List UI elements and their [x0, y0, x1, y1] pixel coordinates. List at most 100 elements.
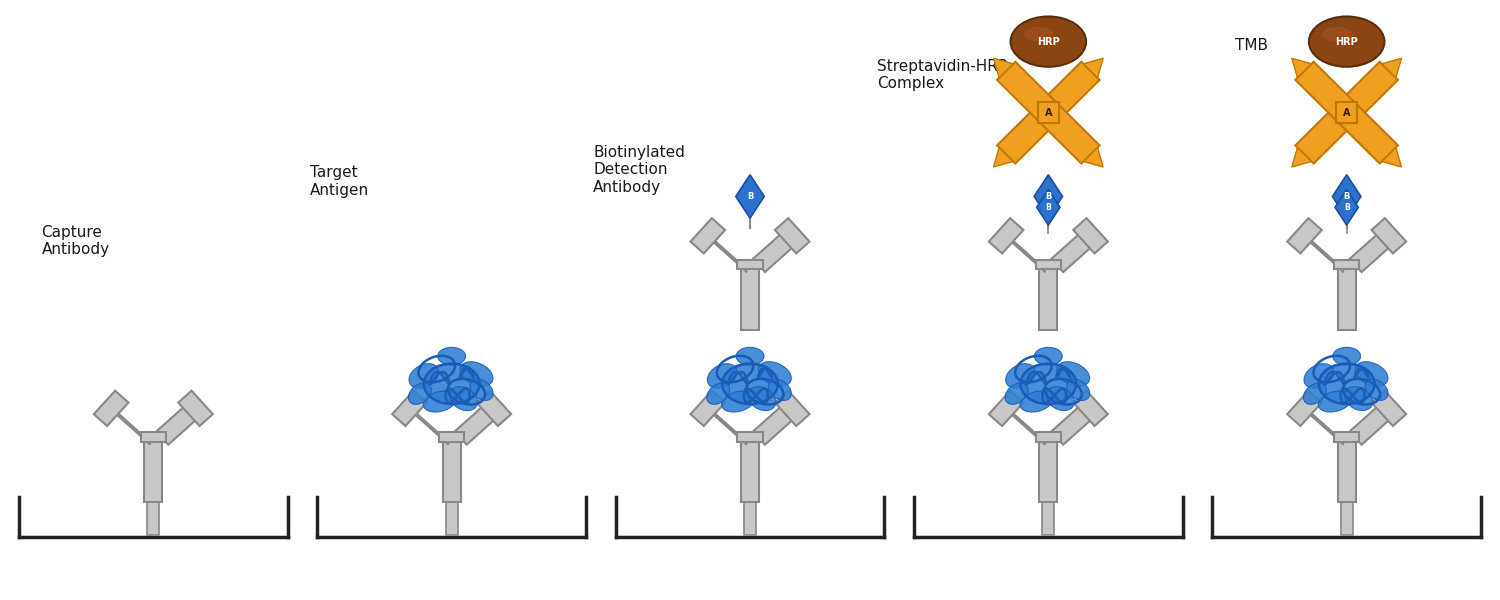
Text: A: A: [1044, 107, 1052, 118]
Text: HRP: HRP: [1036, 37, 1059, 47]
Polygon shape: [776, 218, 810, 253]
Bar: [446, 500, 458, 535]
Ellipse shape: [1332, 347, 1360, 365]
Polygon shape: [988, 391, 1023, 426]
Bar: [1038, 103, 1059, 123]
Ellipse shape: [1024, 27, 1054, 41]
Ellipse shape: [1005, 364, 1035, 388]
Ellipse shape: [708, 364, 736, 388]
Bar: [1334, 260, 1359, 269]
Bar: [1338, 265, 1356, 329]
Ellipse shape: [1365, 379, 1388, 400]
Bar: [741, 438, 759, 502]
Bar: [1036, 260, 1060, 269]
Ellipse shape: [1005, 383, 1028, 404]
Polygon shape: [1036, 190, 1060, 225]
Ellipse shape: [1022, 364, 1076, 404]
Bar: [1040, 438, 1058, 502]
Polygon shape: [690, 391, 724, 426]
Ellipse shape: [423, 391, 456, 412]
Bar: [440, 432, 464, 442]
Bar: [147, 500, 159, 535]
Bar: [1042, 500, 1054, 535]
Polygon shape: [702, 229, 747, 272]
Ellipse shape: [1011, 16, 1086, 67]
Ellipse shape: [450, 386, 477, 410]
Text: B: B: [1344, 192, 1350, 201]
Ellipse shape: [1066, 379, 1089, 400]
Polygon shape: [1299, 229, 1344, 272]
Polygon shape: [1052, 402, 1096, 445]
Polygon shape: [1335, 190, 1359, 225]
Polygon shape: [94, 391, 129, 426]
Polygon shape: [1382, 58, 1401, 78]
Polygon shape: [1371, 391, 1406, 426]
Ellipse shape: [768, 379, 792, 400]
Polygon shape: [993, 148, 1012, 167]
Ellipse shape: [424, 364, 478, 404]
Bar: [738, 260, 762, 269]
Bar: [1036, 432, 1060, 442]
Polygon shape: [404, 402, 448, 445]
Polygon shape: [1371, 218, 1406, 253]
Bar: [442, 438, 460, 502]
Bar: [1338, 438, 1356, 502]
Ellipse shape: [1035, 347, 1062, 365]
Bar: [738, 432, 762, 442]
Text: Biotinylated
Detection
Antibody: Biotinylated Detection Antibody: [594, 145, 686, 195]
Polygon shape: [105, 402, 150, 445]
Polygon shape: [1299, 402, 1344, 445]
Ellipse shape: [470, 379, 494, 400]
Text: HRP: HRP: [1335, 37, 1358, 47]
Polygon shape: [1072, 218, 1108, 253]
Text: Streptavidin-HRP
Complex: Streptavidin-HRP Complex: [878, 59, 1007, 91]
Polygon shape: [392, 391, 427, 426]
Polygon shape: [1296, 62, 1398, 164]
Bar: [741, 265, 759, 329]
Text: B: B: [1046, 192, 1052, 201]
Polygon shape: [753, 402, 798, 445]
Polygon shape: [1382, 148, 1401, 167]
Text: A: A: [1342, 107, 1350, 118]
Text: B: B: [1344, 203, 1350, 212]
Polygon shape: [1287, 218, 1322, 253]
Polygon shape: [178, 391, 213, 426]
Bar: [1334, 432, 1359, 442]
Polygon shape: [1296, 62, 1398, 164]
Text: Capture
Antibody: Capture Antibody: [42, 224, 110, 257]
Polygon shape: [1083, 58, 1102, 78]
Ellipse shape: [408, 383, 432, 404]
Polygon shape: [1332, 175, 1360, 218]
Ellipse shape: [1058, 362, 1089, 386]
Ellipse shape: [759, 362, 792, 386]
Ellipse shape: [722, 391, 754, 412]
Ellipse shape: [1304, 383, 1326, 404]
Bar: [1336, 103, 1358, 123]
Polygon shape: [736, 175, 764, 218]
Bar: [744, 500, 756, 535]
Ellipse shape: [1318, 391, 1352, 412]
Bar: [141, 432, 166, 442]
Polygon shape: [1034, 175, 1062, 218]
Bar: [1040, 265, 1058, 329]
Ellipse shape: [438, 347, 465, 365]
Ellipse shape: [410, 364, 438, 388]
Polygon shape: [454, 402, 500, 445]
Ellipse shape: [706, 383, 729, 404]
Text: B: B: [747, 192, 753, 201]
Polygon shape: [702, 402, 747, 445]
Text: B: B: [1046, 203, 1052, 212]
Polygon shape: [1287, 391, 1322, 426]
Ellipse shape: [1322, 27, 1353, 41]
Polygon shape: [1292, 58, 1311, 78]
Ellipse shape: [748, 386, 776, 410]
Polygon shape: [1350, 229, 1395, 272]
Ellipse shape: [1320, 364, 1374, 404]
Polygon shape: [1083, 148, 1102, 167]
Text: Target
Antigen: Target Antigen: [310, 166, 369, 198]
Polygon shape: [1052, 229, 1096, 272]
Polygon shape: [988, 218, 1023, 253]
Ellipse shape: [1344, 386, 1372, 410]
Ellipse shape: [723, 364, 777, 404]
Polygon shape: [1350, 402, 1395, 445]
